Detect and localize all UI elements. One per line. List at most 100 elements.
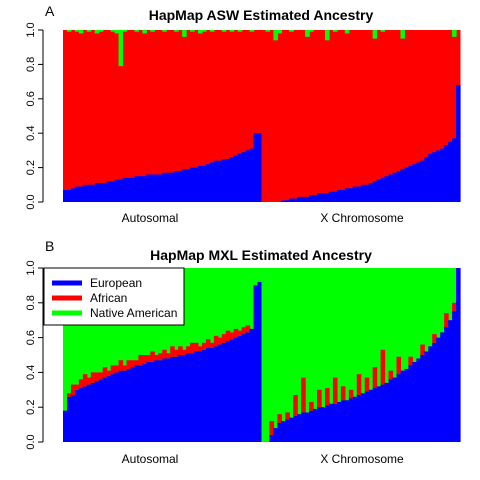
- bar-african-b-1-10: [98, 372, 104, 380]
- bar-native-american-a-1-16: [122, 30, 128, 32]
- bar-european-b-2-38: [408, 365, 413, 442]
- bar-african-b-1-35: [197, 346, 203, 352]
- bar-african-b-2-3: [269, 421, 275, 436]
- bar-native-american-a-2-12: [305, 30, 310, 37]
- bar-african-b-2-35: [396, 356, 402, 375]
- bar-european-b-1-14: [114, 372, 120, 442]
- y-tick-label-b-1: 0.2: [25, 400, 37, 415]
- bar-african-b-2-13: [309, 401, 314, 411]
- bar-european-b-1-39: [213, 346, 219, 442]
- bar-european-b-1-11: [102, 377, 108, 442]
- bar-european-a-1-27: [166, 172, 171, 202]
- y-tick-label-a-0: 0.0: [25, 194, 37, 209]
- bar-european-a-1-22: [146, 174, 151, 202]
- legend-label-european: European: [90, 276, 142, 290]
- bar-african-b-1-6: [82, 374, 88, 387]
- bar-european-a-1-14: [114, 179, 120, 202]
- bar-european-b-1-19: [134, 365, 140, 442]
- group-label-autosomal-b: Autosomal: [122, 452, 179, 466]
- bar-african-b-2-23: [348, 389, 354, 399]
- bar-african-b-2-19: [332, 377, 338, 404]
- bar-european-b-1-6: [82, 386, 88, 442]
- bar-native-american-a-1-14: [114, 30, 120, 34]
- bar-african-b-1-7: [86, 377, 92, 385]
- bar-european-b-1-25: [158, 360, 163, 442]
- bar-african-b-1-9: [94, 372, 100, 382]
- bar-european-a-2-11: [301, 196, 306, 202]
- bar-european-a-1-42: [225, 159, 231, 202]
- bar-european-b-2-15: [317, 407, 322, 442]
- bar-european-b-1-34: [194, 351, 199, 442]
- bar-european-b-1-48: [249, 328, 255, 442]
- bar-african-b-1-41: [221, 334, 227, 343]
- bar-european-b-2-24: [352, 396, 358, 442]
- bar-european-a-2-10: [297, 196, 302, 202]
- bar-native-american-a-1-21: [142, 30, 147, 34]
- bar-african-b-2-17: [325, 388, 330, 406]
- bar-european-a-2-37: [404, 167, 409, 202]
- bar-european-b-2-9: [293, 415, 298, 442]
- bar-european-b-1-3: [70, 395, 76, 442]
- bar-european-a-2-26: [360, 184, 366, 202]
- bar-african-b-1-29: [174, 349, 179, 357]
- bar-african-b-2-29: [372, 367, 378, 389]
- bar-african-b-1-36: [201, 342, 207, 350]
- bar-native-american-a-1-2: [66, 30, 72, 32]
- bar-european-b-2-48: [448, 320, 453, 442]
- legend-label-african: African: [90, 291, 127, 305]
- bar-european-a-1-16: [122, 177, 128, 202]
- bar-african-b-1-44: [233, 328, 239, 338]
- bar-european-a-1-12: [106, 181, 112, 202]
- bar-african-b-1-30: [178, 346, 183, 355]
- bar-european-a-2-39: [412, 164, 417, 202]
- bars-a: [63, 30, 461, 202]
- bar-european-b-2-31: [380, 384, 386, 442]
- bar-european-b-1-40: [217, 344, 223, 442]
- bar-european-a-1-38: [209, 162, 215, 202]
- y-tick-label-a-1: 0.2: [25, 160, 37, 175]
- bar-european-a-2-6: [281, 200, 286, 202]
- bar-native-american-a-2-5: [277, 30, 282, 34]
- bar-european-a-2-14: [313, 195, 318, 202]
- bar-european-b-1-38: [209, 348, 215, 442]
- bar-european-a-1-5: [78, 186, 84, 202]
- bar-european-b-1-12: [106, 375, 112, 442]
- bar-native-american-a-2-36: [400, 30, 406, 39]
- bar-european-b-2-20: [336, 401, 342, 442]
- bar-european-b-2-34: [392, 377, 398, 442]
- bar-african-b-2-38: [408, 356, 413, 366]
- panel-letter-b: B: [45, 238, 54, 254]
- bar-african-b-1-42: [225, 330, 231, 342]
- bar-native-american-a-1-36: [201, 30, 207, 32]
- bar-european-a-1-44: [233, 155, 239, 202]
- bar-european-b-2-39: [412, 361, 417, 442]
- bar-european-b-1-28: [170, 356, 175, 442]
- bar-european-b-1-49: [253, 285, 259, 442]
- bar-european-a-1-26: [162, 172, 167, 202]
- bar-african-b-1-22: [146, 355, 151, 362]
- bar-african-b-2-44: [432, 334, 437, 343]
- bar-african-b-1-40: [217, 337, 223, 345]
- bar-european-b-2-21: [340, 400, 346, 442]
- bar-european-b-1-9: [94, 381, 100, 442]
- bar-european-b-1-26: [162, 358, 167, 442]
- bar-european-b-2-40: [416, 358, 421, 442]
- bar-european-b-1-2: [66, 396, 72, 442]
- bar-african-b-1-20: [138, 355, 143, 366]
- bar-european-a-1-6: [82, 184, 88, 202]
- bar-native-american-a-1-45: [237, 30, 243, 32]
- bar-african-b-2-49: [452, 302, 457, 312]
- bar-european-a-1-3: [70, 188, 76, 202]
- bar-european-a-2-36: [400, 169, 406, 202]
- bar-european-b-2-28: [368, 389, 374, 442]
- bar-european-a-2-43: [428, 153, 433, 202]
- bar-european-b-2-19: [332, 403, 338, 442]
- bar-european-a-1-49: [253, 133, 259, 202]
- bar-european-b-1-21: [142, 363, 147, 442]
- bar-european-b-2-6: [281, 421, 286, 442]
- bar-native-american-a-1-43: [229, 30, 235, 32]
- bar-african-b-1-12: [106, 370, 112, 376]
- bar-european-b-1-33: [190, 353, 195, 442]
- bar-african-b-1-4: [74, 384, 80, 390]
